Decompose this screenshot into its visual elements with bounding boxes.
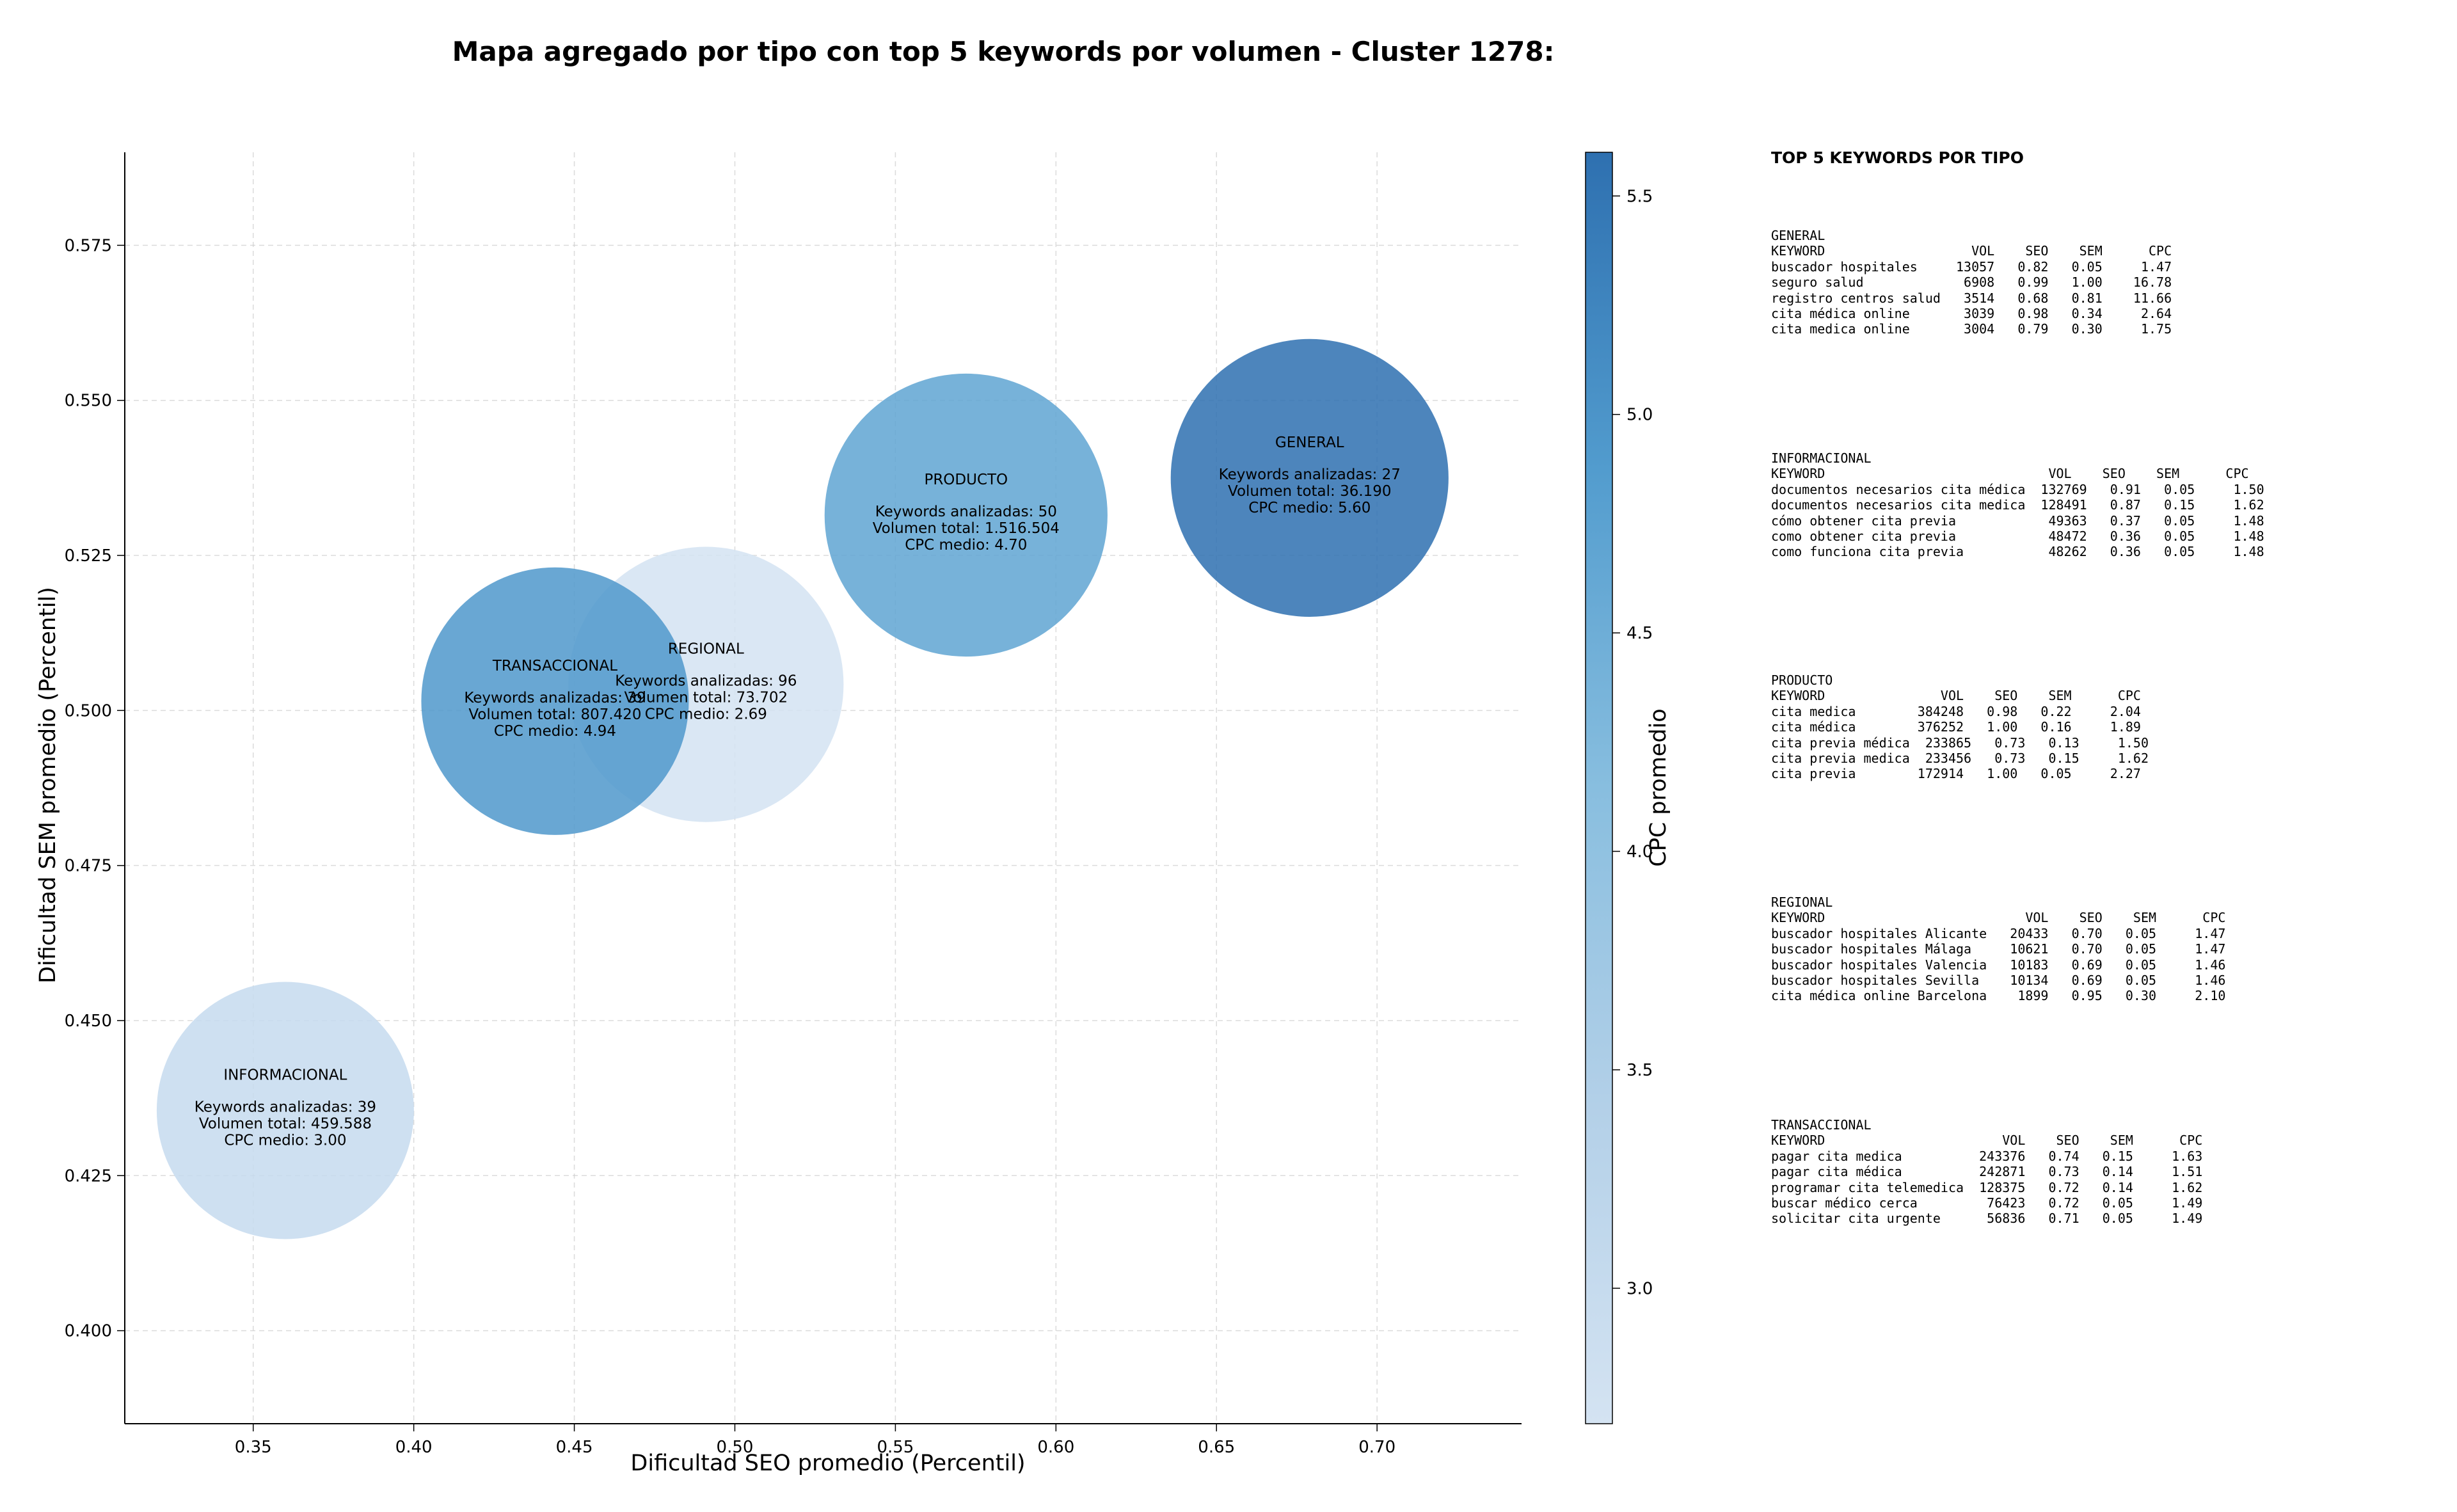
x-tick-label: 0.65 [1198, 1438, 1235, 1457]
y-tick-label: 0.500 [65, 701, 112, 720]
colorbar-label: CPC promedio [1646, 708, 1671, 866]
bubble-cpc-label: CPC medio: 3.00 [224, 1133, 346, 1149]
x-tick-label: 0.35 [235, 1438, 272, 1457]
bubble-keywords-label: Keywords analizadas: 39 [464, 690, 646, 706]
bubble-informacional [156, 982, 414, 1239]
bubble-cpc-label: CPC medio: 4.70 [905, 537, 1027, 553]
bubble-keywords-label: Keywords analizadas: 96 [615, 673, 797, 690]
bubble-transaccional [421, 567, 689, 835]
y-tick-label: 0.525 [65, 546, 112, 566]
y-tick-label: 0.550 [65, 392, 112, 411]
x-tick-label: 0.70 [1358, 1438, 1395, 1457]
bubble-general [1170, 338, 1449, 617]
axes: 0.35 0.40 0.45 0.50 0.55 0.60 0.65 0.70 0.400 0.4… [65, 152, 1522, 1457]
bubble-cpc-label: CPC medio: 4.94 [494, 723, 616, 740]
keyword-table-regional: REGIONAL KEYWORD VOL SEO SEM CPC buscado… [1771, 895, 2226, 1004]
colorbar-tick-label: 3.0 [1626, 1279, 1653, 1298]
chart-title: Mapa agregado por tipo con top 5 keyword… [452, 36, 1555, 67]
keyword-table-general: GENERAL KEYWORD VOL SEO SEM CPC buscador… [1771, 228, 2172, 337]
y-tick-label: 0.475 [65, 857, 112, 876]
keyword-table-producto: PRODUCTO KEYWORD VOL SEO SEM CPC cita me… [1771, 672, 2149, 782]
top-keywords-panel: TOP 5 KEYWORDS POR TIPO GENERAL KEYWORD … [1771, 148, 2437, 1226]
x-axis-label: Dificultad SEO promedio (Percentil) [630, 1451, 1025, 1476]
y-tick-label: 0.575 [65, 236, 112, 255]
y-tick-label: 0.425 [65, 1166, 112, 1186]
colorbar-tick-label: 5.5 [1626, 187, 1653, 206]
x-tick-label: 0.60 [1037, 1438, 1074, 1457]
bubble-volume-label: Volumen total: 36.190 [1228, 483, 1392, 500]
bubble-volume-label: Volumen total: 73.702 [624, 690, 788, 706]
bubble-volume-label: Volumen total: 1.516.504 [873, 520, 1060, 537]
bubble-producto [824, 373, 1108, 657]
colorbar: 3.0 3.5 4.0 4.5 5.0 5.5 [1585, 152, 1653, 1424]
y-tick-label: 0.450 [65, 1012, 112, 1031]
keyword-table-informacional: INFORMACIONAL KEYWORD VOL SEO SEM CPC do… [1771, 450, 2264, 560]
bubble-name: INFORMACIONAL [223, 1067, 347, 1084]
bubble-keywords-label: Keywords analizadas: 39 [195, 1099, 376, 1116]
x-tick-label: 0.55 [877, 1438, 914, 1457]
bubble-cpc-label: CPC medio: 2.69 [645, 706, 767, 723]
bubble-volume-label: Volumen total: 807.420 [468, 706, 641, 723]
colorbar-tick-label: 4.5 [1626, 624, 1653, 643]
bubble-name: TRANSACCIONAL [492, 658, 617, 674]
top-keywords-heading: TOP 5 KEYWORDS POR TIPO [1771, 148, 2024, 167]
y-axis-label: Dificultad SEM promedio (Percentil) [35, 587, 61, 983]
bubble-name: GENERAL [1275, 434, 1344, 451]
x-tick-label: 0.45 [556, 1438, 593, 1457]
keyword-table-transaccional: TRANSACCIONAL KEYWORD VOL SEO SEM CPC pa… [1771, 1117, 2203, 1227]
bubble-keywords-label: Keywords analizadas: 27 [1219, 466, 1401, 483]
y-tick-label: 0.400 [65, 1322, 112, 1341]
x-tick-label: 0.50 [717, 1438, 754, 1457]
bubble-name: REGIONAL [668, 641, 744, 658]
colorbar-tick-label: 5.0 [1626, 406, 1653, 425]
colorbar-gradient [1585, 152, 1613, 1424]
bubble-keywords-label: Keywords analizadas: 50 [875, 504, 1057, 520]
bubble-name: PRODUCTO [924, 472, 1008, 488]
x-tick-label: 0.40 [395, 1438, 433, 1457]
bubble-cpc-label: CPC medio: 5.60 [1248, 500, 1371, 516]
colorbar-tick-label: 3.5 [1626, 1061, 1653, 1080]
bubble-volume-label: Volumen total: 459.588 [199, 1116, 372, 1133]
colorbar-tick-label: 4.0 [1626, 843, 1653, 862]
